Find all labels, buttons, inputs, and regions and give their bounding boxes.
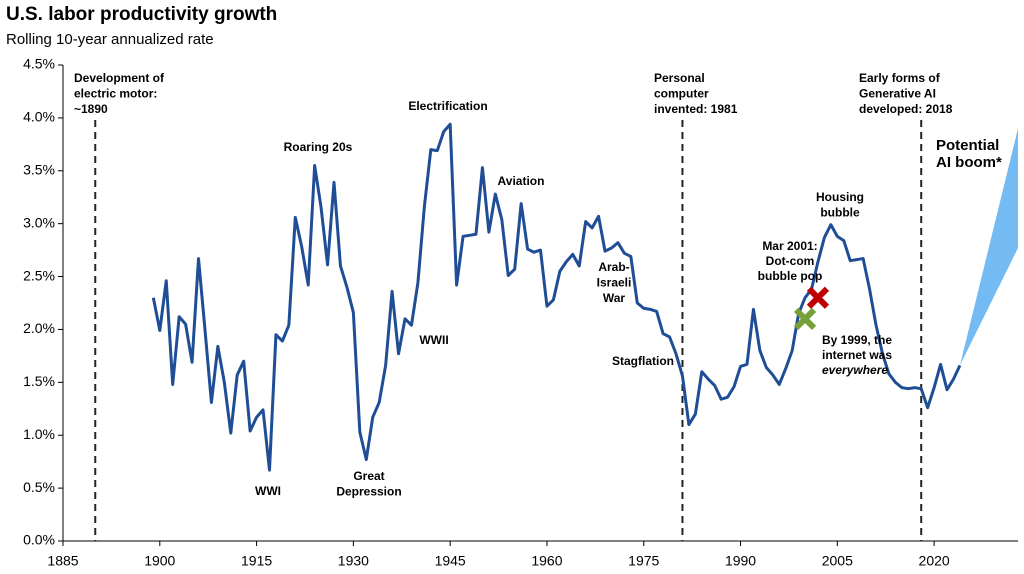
marker-label: internet was — [822, 348, 892, 362]
y-tick-label: 2.5% — [23, 267, 55, 283]
annotation: Aviation — [498, 174, 545, 188]
band-label: AI boom* — [936, 154, 1002, 171]
annotation: Great — [353, 469, 384, 483]
annotation: ~1890 — [74, 102, 108, 116]
annotation: Stagflation — [612, 354, 674, 368]
chart-title: U.S. labor productivity growth — [6, 4, 277, 25]
x-tick-label: 1990 — [725, 553, 756, 569]
annotation: War — [603, 291, 626, 305]
x-tick-label: 1960 — [531, 553, 562, 569]
x-tick-label: 1900 — [144, 553, 175, 569]
chart-subtitle: Rolling 10-year annualized rate — [6, 31, 214, 48]
annotation: bubble — [820, 206, 860, 220]
annotation: Israeli — [597, 276, 632, 290]
x-tick-label: 1945 — [435, 553, 466, 569]
x-tick-label: 1915 — [241, 553, 272, 569]
annotation: Electrification — [408, 99, 487, 113]
marker-label: By 1999, the — [822, 333, 892, 347]
annotation: Development of — [74, 71, 165, 85]
x-tick-label: 2005 — [822, 553, 853, 569]
annotation: WWI — [255, 484, 281, 498]
y-tick-label: 0.5% — [23, 479, 55, 495]
y-tick-label: 3.0% — [23, 214, 55, 230]
annotation: Personal — [654, 71, 705, 85]
annotation: electric motor: — [74, 87, 157, 101]
y-tick-label: 1.5% — [23, 373, 55, 389]
annotation: Housing — [816, 190, 864, 204]
annotation: Early forms of — [859, 71, 941, 85]
x-tick-label: 1885 — [47, 553, 78, 569]
x-tick-label: 1975 — [628, 553, 659, 569]
x-marker — [793, 307, 817, 330]
y-tick-label: 0.0% — [23, 532, 55, 548]
annotation: WWII — [419, 333, 448, 347]
annotation: Arab- — [598, 260, 629, 274]
annotation: computer — [654, 87, 709, 101]
y-tick-label: 1.0% — [23, 426, 55, 442]
x-marker — [806, 286, 830, 309]
x-tick-label: 2020 — [919, 553, 950, 569]
series-line — [151, 122, 962, 472]
marker-label: bubble pop — [758, 269, 823, 283]
y-tick-label: 4.5% — [23, 56, 55, 72]
annotation: invented: 1981 — [654, 102, 738, 116]
annotation: Depression — [336, 485, 401, 499]
marker-label: Dot-com — [766, 254, 815, 268]
annotation: Roaring 20s — [284, 140, 353, 154]
band-label: Potential — [936, 137, 999, 154]
marker-label: everywhere — [822, 363, 888, 377]
annotation: developed: 2018 — [859, 102, 953, 116]
x-tick-label: 1930 — [338, 553, 369, 569]
y-tick-label: 4.0% — [23, 109, 55, 125]
marker-label: Mar 2001: — [762, 239, 817, 253]
y-tick-label: 3.5% — [23, 161, 55, 177]
annotation: Generative AI — [859, 87, 936, 101]
ai-boom-band — [959, 128, 1018, 366]
y-tick-label: 2.0% — [23, 320, 55, 336]
